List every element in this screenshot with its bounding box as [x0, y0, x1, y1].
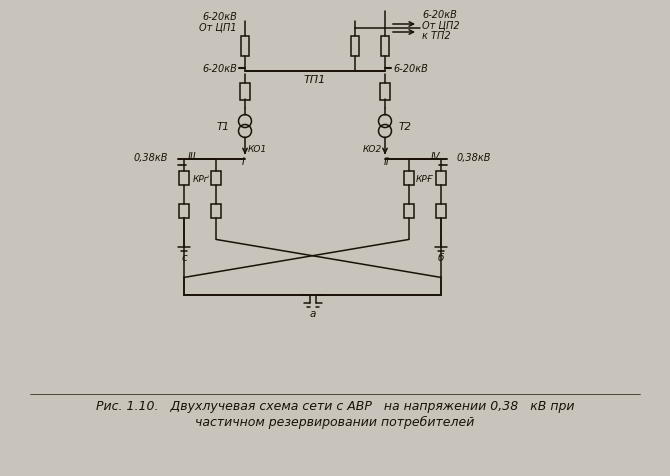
Text: 6-20кВ: 6-20кВ: [393, 64, 428, 74]
Text: б: б: [438, 253, 444, 263]
Text: 0,38кВ: 0,38кВ: [133, 153, 168, 163]
Text: ТП1: ТП1: [304, 75, 326, 85]
Bar: [211, 205, 221, 219]
Bar: [241, 37, 249, 57]
Text: к ТП2: к ТП2: [422, 31, 451, 41]
Text: с: с: [181, 253, 187, 263]
Bar: [179, 205, 189, 219]
Bar: [351, 37, 359, 57]
Bar: [380, 83, 390, 100]
Text: а: а: [310, 309, 316, 319]
Bar: [404, 172, 414, 186]
Text: I: I: [242, 157, 245, 167]
Text: T1: T1: [216, 122, 230, 132]
Bar: [240, 83, 250, 100]
Bar: [404, 205, 414, 219]
Text: III: III: [188, 152, 196, 162]
Text: КО1: КО1: [248, 145, 267, 154]
Text: КРґ: КРґ: [192, 175, 209, 184]
Text: IV: IV: [430, 152, 440, 162]
Bar: [179, 172, 189, 186]
Text: 6-20кВ: 6-20кВ: [422, 10, 457, 20]
Bar: [211, 172, 221, 186]
Text: II: II: [384, 157, 390, 167]
Text: 0,38кВ: 0,38кВ: [457, 153, 492, 163]
Bar: [436, 172, 446, 186]
Text: T2: T2: [399, 122, 411, 132]
Text: 6-20кВ: 6-20кВ: [202, 12, 237, 22]
Text: От ЦП1: От ЦП1: [200, 22, 237, 32]
Text: Рис. 1.10.   Двухлучевая схема сети с АВР   на напряжении 0,38   кВ при: Рис. 1.10. Двухлучевая схема сети с АВР …: [96, 400, 574, 413]
Text: частичном резервировании потребителей: частичном резервировании потребителей: [196, 415, 474, 427]
Text: От ЦП2: От ЦП2: [422, 20, 460, 30]
Text: КРҒ: КРҒ: [416, 175, 434, 184]
Bar: [381, 37, 389, 57]
Text: 6-20кВ: 6-20кВ: [202, 64, 237, 74]
Text: КО2: КО2: [362, 145, 382, 154]
Bar: [436, 205, 446, 219]
